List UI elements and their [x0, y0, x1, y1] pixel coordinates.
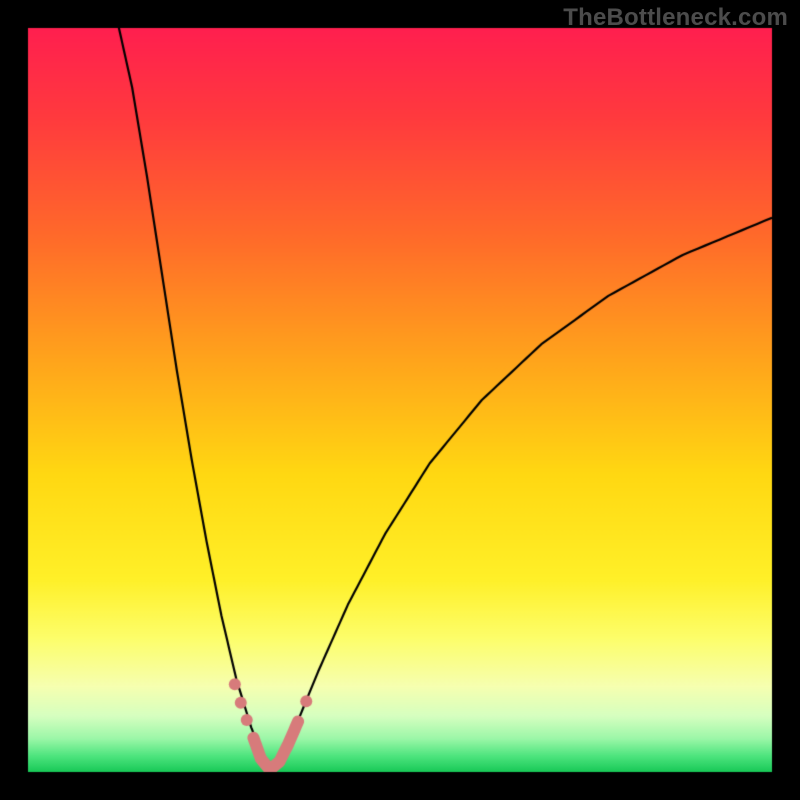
bottleneck-chart [0, 0, 800, 800]
watermark-text: TheBottleneck.com [563, 4, 788, 32]
